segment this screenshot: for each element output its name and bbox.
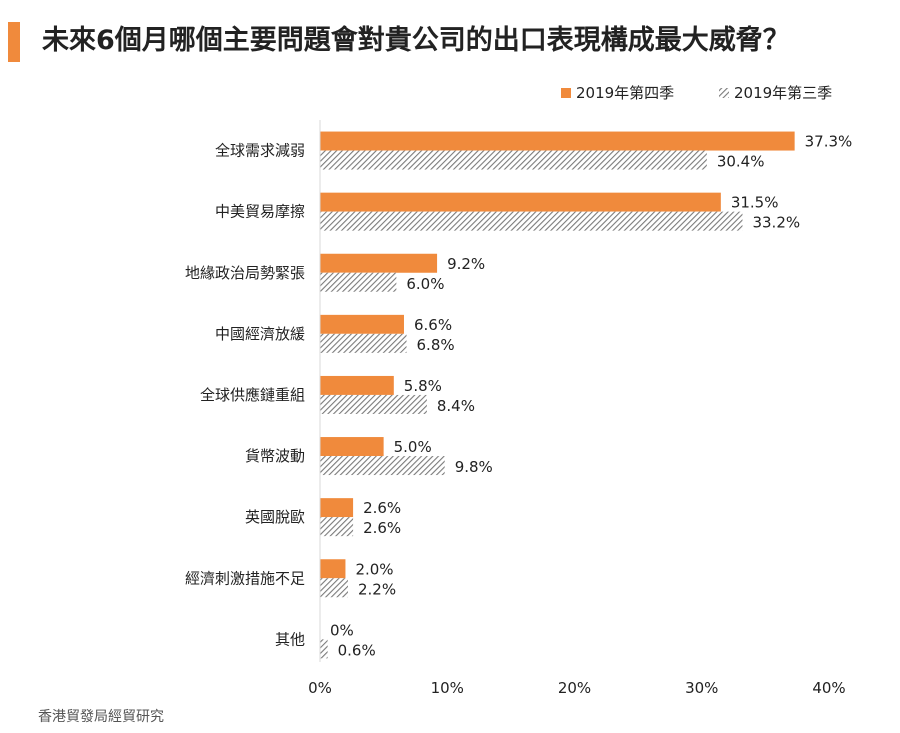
bar-q4 xyxy=(320,131,795,151)
bar-q4 xyxy=(320,559,346,579)
value-label-q3: 9.8% xyxy=(455,458,493,476)
category-label: 中美貿易摩擦 xyxy=(215,203,305,221)
category-label: 全球需求減弱 xyxy=(215,142,305,160)
x-tick-label: 10% xyxy=(431,679,464,697)
bar-q4 xyxy=(320,253,438,273)
source-note: 香港貿發局經貿研究 xyxy=(38,709,164,725)
title-accent-bar xyxy=(8,22,20,62)
bar-q4 xyxy=(320,314,404,334)
bar-q3 xyxy=(320,211,743,231)
category-label: 全球供應鏈重組 xyxy=(200,386,305,404)
value-label-q3: 0.6% xyxy=(338,641,376,659)
bar-q4 xyxy=(320,498,354,518)
bar-q3 xyxy=(320,333,407,353)
bar-q3 xyxy=(320,394,427,414)
value-label-q3: 2.2% xyxy=(358,580,396,598)
category-label: 英國脫歐 xyxy=(245,508,305,526)
x-tick-label: 0% xyxy=(308,679,332,697)
value-label-q3: 33.2% xyxy=(752,214,800,232)
value-label-q4: 9.2% xyxy=(447,255,485,273)
x-axis-ticks: 0% 10% 20% 30% 40% xyxy=(308,679,846,697)
legend-swatch-q4 xyxy=(561,88,571,98)
bar-q4 xyxy=(320,192,721,212)
bar-q3 xyxy=(320,517,354,537)
value-label-q3: 8.4% xyxy=(437,397,475,415)
value-label-q3: 2.6% xyxy=(363,519,401,537)
x-tick-label: 20% xyxy=(558,679,591,697)
value-label-q3: 6.8% xyxy=(417,336,455,354)
value-label-q4: 2.6% xyxy=(363,499,401,517)
value-label-q4: 0% xyxy=(330,621,354,639)
x-tick-label: 40% xyxy=(812,679,845,697)
bar-q3 xyxy=(320,639,328,659)
legend-label-q3: 2019年第三季 xyxy=(734,84,832,102)
bar-q4 xyxy=(320,437,384,457)
x-tick-label: 30% xyxy=(685,679,718,697)
category-label: 中國經濟放緩 xyxy=(215,325,305,343)
bars xyxy=(320,131,795,659)
bar-q3 xyxy=(320,150,707,170)
value-label-q3: 30.4% xyxy=(717,153,765,171)
bar-q3 xyxy=(320,578,348,598)
legend: 2019年第四季 2019年第三季 xyxy=(561,84,832,102)
category-label: 經濟刺激措施不足 xyxy=(185,569,305,587)
value-label-q4: 31.5% xyxy=(731,194,779,212)
category-labels: 全球需求減弱 中美貿易摩擦 地緣政治局勢緊張 中國經濟放緩 全球供應鏈重組 貨幣… xyxy=(185,142,305,649)
category-label: 其他 xyxy=(275,630,305,648)
legend-swatch-q3 xyxy=(719,88,729,98)
category-label: 地緣政治局勢緊張 xyxy=(185,264,305,282)
value-label-q4: 6.6% xyxy=(414,316,452,334)
bar-q4 xyxy=(320,375,394,395)
category-label: 貨幣波動 xyxy=(245,447,305,465)
bar-q3 xyxy=(320,272,397,292)
value-label-q4: 5.8% xyxy=(404,377,442,395)
value-label-q4: 37.3% xyxy=(805,133,853,151)
value-label-q3: 6.0% xyxy=(406,275,444,293)
bar-q3 xyxy=(320,456,445,476)
legend-label-q4: 2019年第四季 xyxy=(576,84,674,102)
chart-title: 未來6個月哪個主要問題會對貴公司的出口表現構成最大威脅？ xyxy=(42,25,790,56)
value-label-q4: 2.0% xyxy=(355,560,393,578)
value-labels: 37.3% 31.5% 9.2% 6.6% 5.8% 5.0% 2.6% 2.0… xyxy=(330,133,852,660)
value-label-q4: 5.0% xyxy=(394,438,432,456)
